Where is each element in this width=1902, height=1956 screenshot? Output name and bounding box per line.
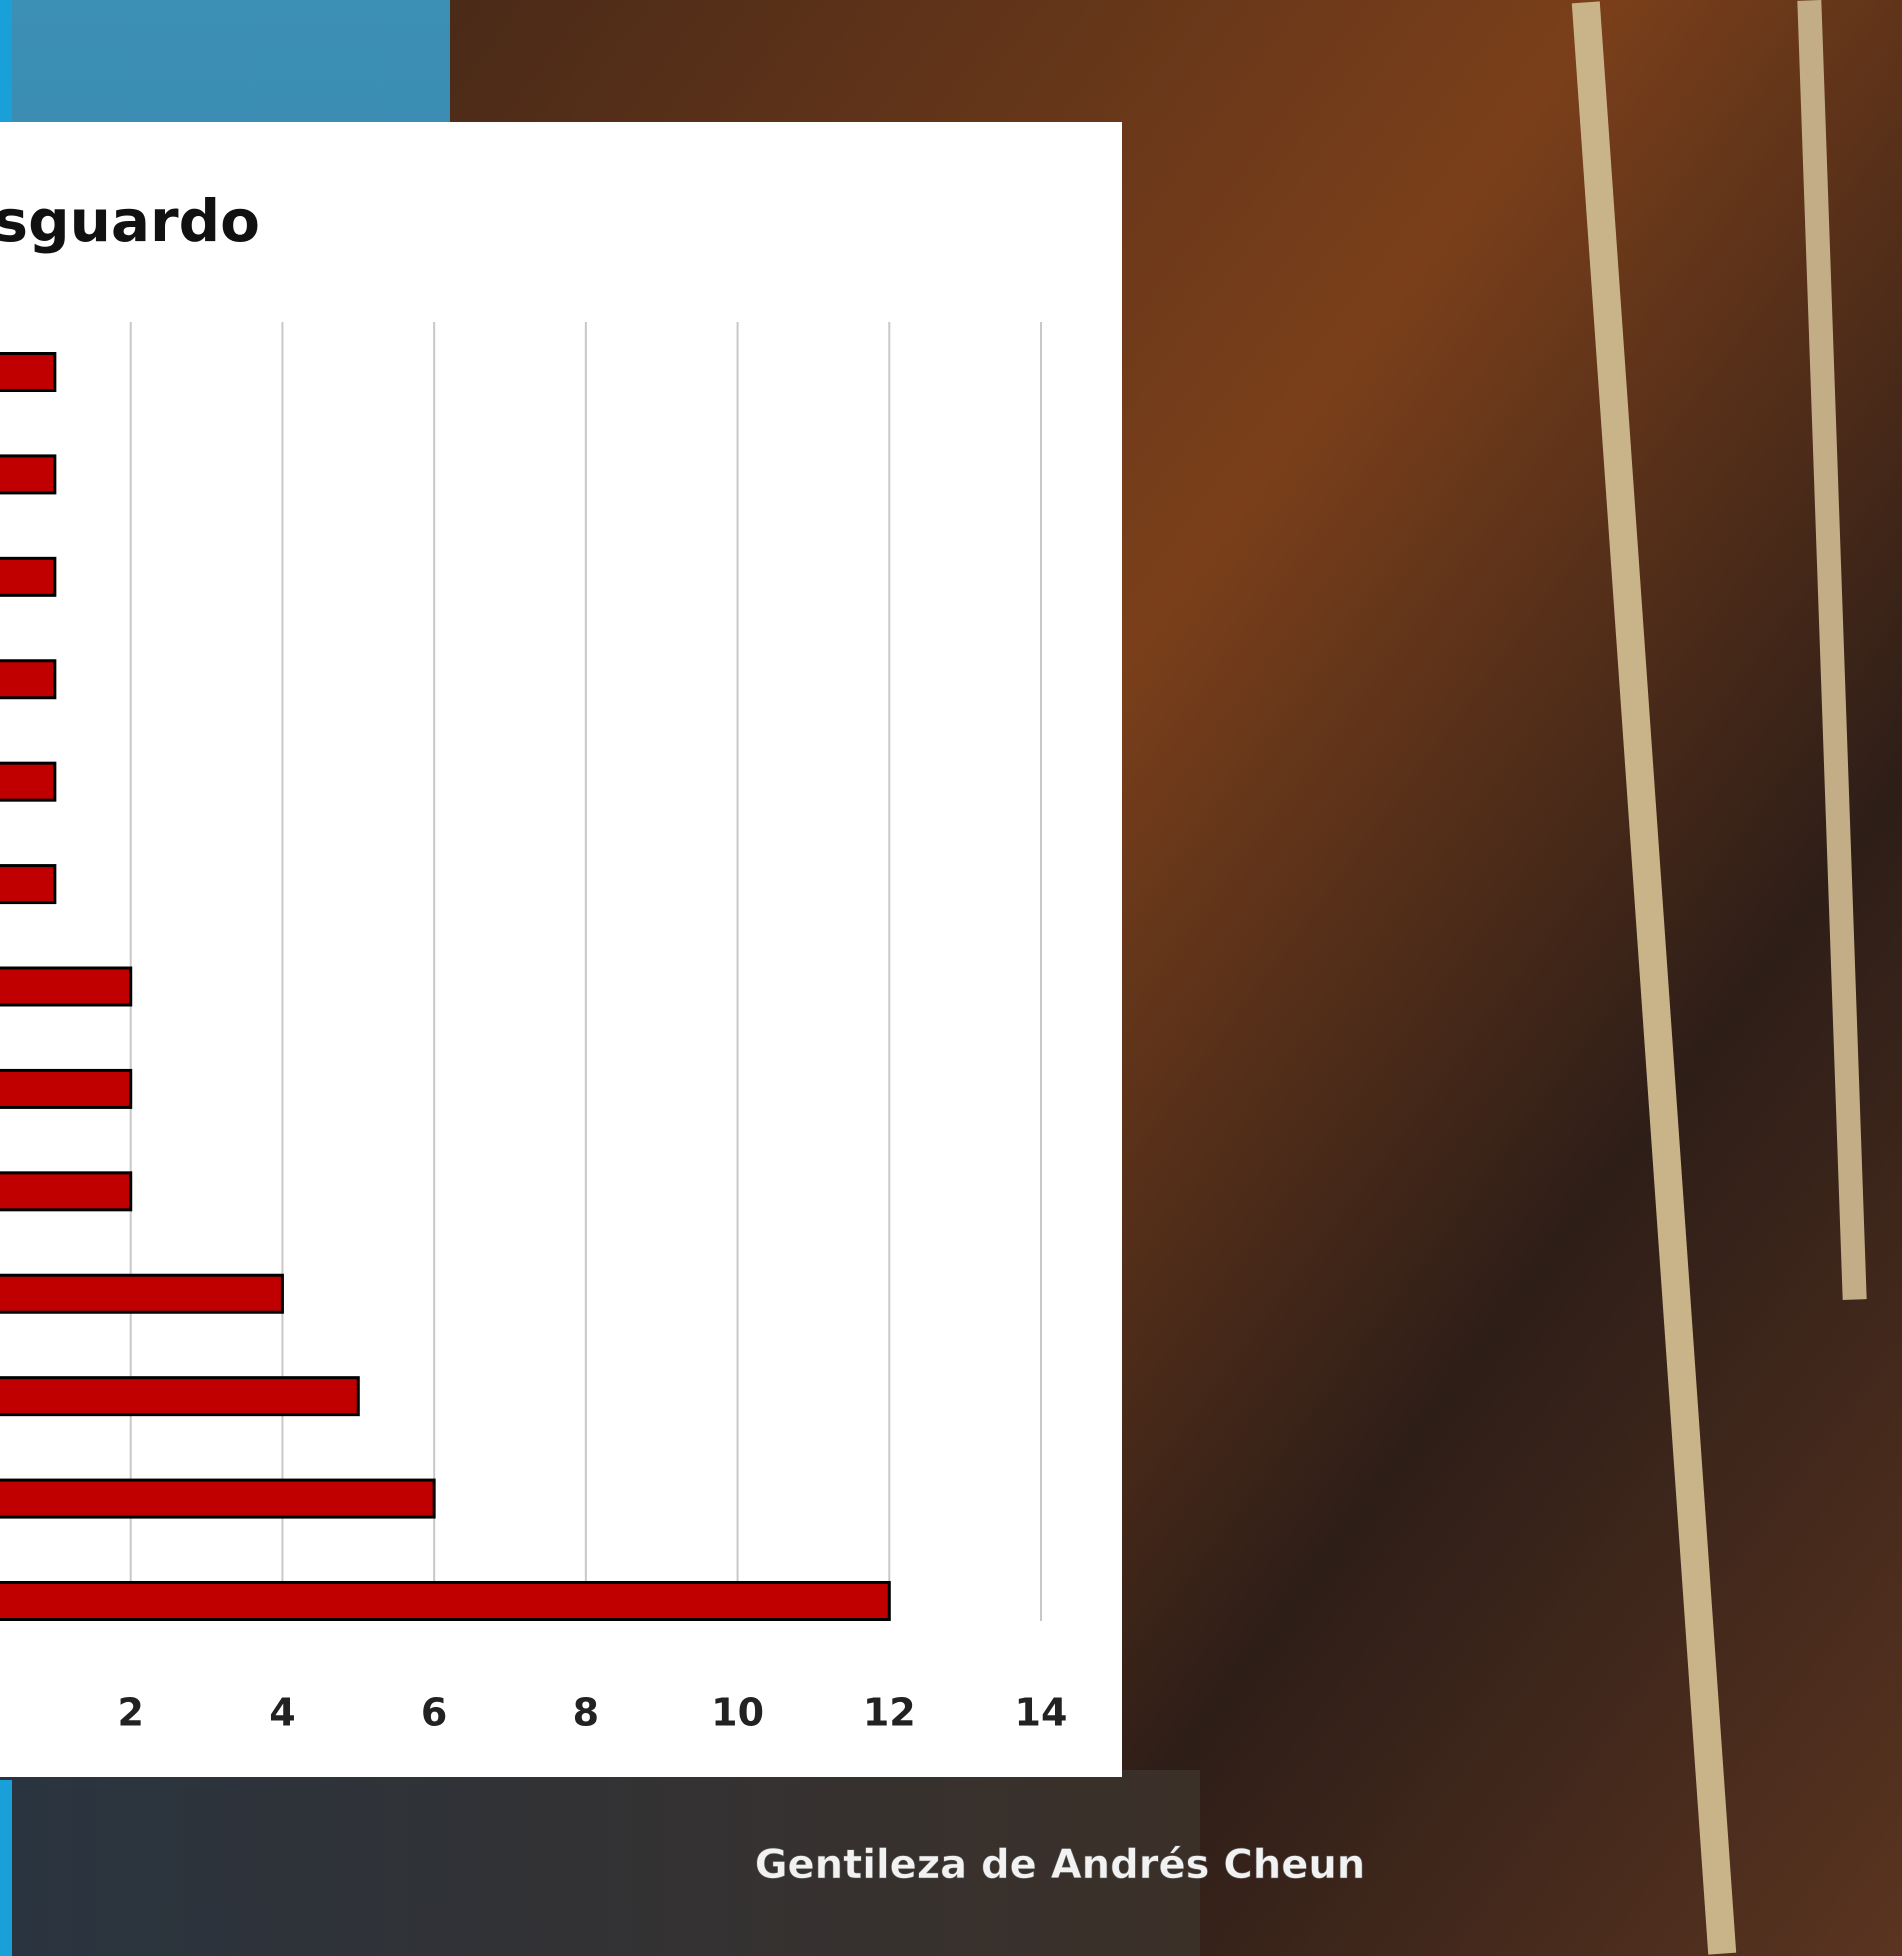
x-tick-label: 10	[711, 1691, 764, 1735]
border	[0, 1780, 12, 1956]
bar	[0, 864, 57, 905]
photo-credit: Gentileza de Andrés Cheun	[755, 1842, 1366, 1888]
bar	[0, 1068, 133, 1109]
bar	[0, 454, 57, 495]
chart-panel	[0, 122, 1122, 1777]
bar	[0, 761, 57, 802]
x-tick-label: 6	[421, 1691, 447, 1735]
x-tick-label: 14	[1015, 1691, 1068, 1735]
bar	[0, 1171, 133, 1212]
border	[0, 0, 12, 125]
chart-title: esguardo	[0, 187, 260, 255]
x-tick-label: 8	[573, 1691, 599, 1735]
bar	[0, 556, 57, 597]
bar	[0, 966, 133, 1007]
x-tick-label: 12	[863, 1691, 916, 1735]
photo-deck	[0, 1770, 1200, 1956]
bar	[0, 1376, 360, 1417]
bar	[0, 1581, 891, 1621]
bar	[0, 352, 57, 392]
x-tick-label: 2	[117, 1691, 143, 1735]
bar	[0, 1478, 436, 1519]
bar	[0, 1273, 284, 1314]
chart: 2 4 6 8 10 12 14	[0, 322, 1067, 1735]
rope	[1571, 1, 1737, 1955]
bar	[0, 659, 57, 700]
rope	[1797, 0, 1867, 1301]
x-tick-label: 4	[269, 1691, 295, 1735]
